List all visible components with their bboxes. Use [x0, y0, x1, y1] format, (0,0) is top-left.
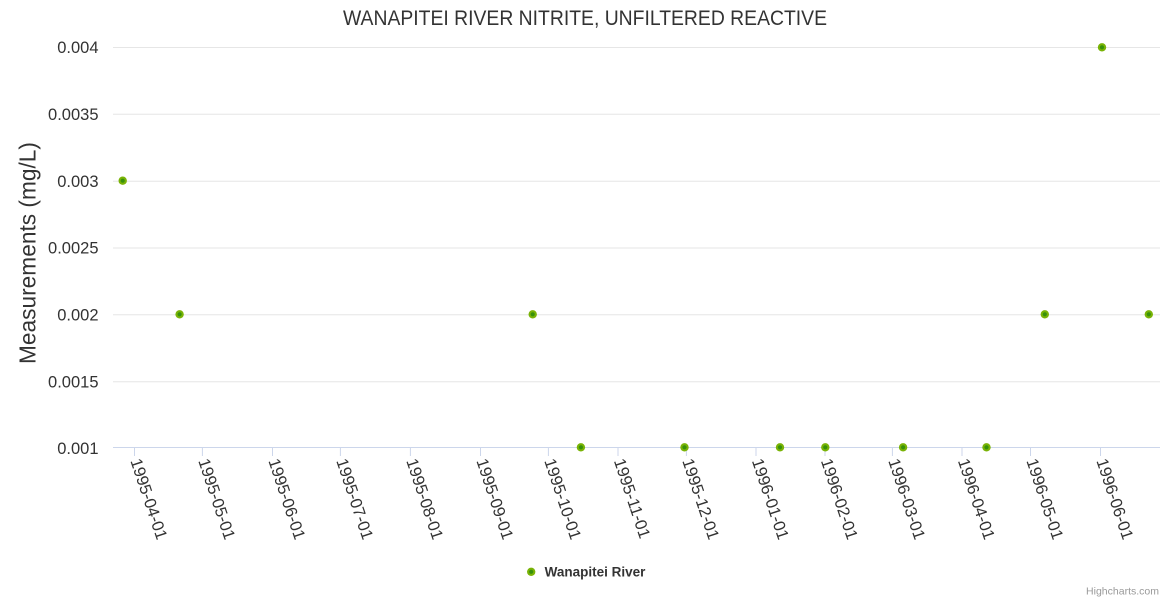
svg-text:0.0015: 0.0015	[48, 373, 98, 391]
svg-text:0.001: 0.001	[57, 440, 98, 458]
svg-text:0.002: 0.002	[57, 307, 98, 325]
svg-text:0.003: 0.003	[57, 173, 98, 191]
svg-text:0.004: 0.004	[57, 39, 98, 57]
svg-text:Wanapitei River: Wanapitei River	[545, 565, 647, 580]
svg-text:Measurements (mg/L): Measurements (mg/L)	[15, 142, 41, 364]
svg-text:Highcharts.com: Highcharts.com	[1086, 586, 1159, 598]
svg-text:WANAPITEI RIVER NITRITE, UNFIL: WANAPITEI RIVER NITRITE, UNFILTERED REAC…	[343, 6, 827, 30]
svg-text:0.0035: 0.0035	[48, 106, 98, 124]
svg-text:0.0025: 0.0025	[48, 240, 98, 258]
